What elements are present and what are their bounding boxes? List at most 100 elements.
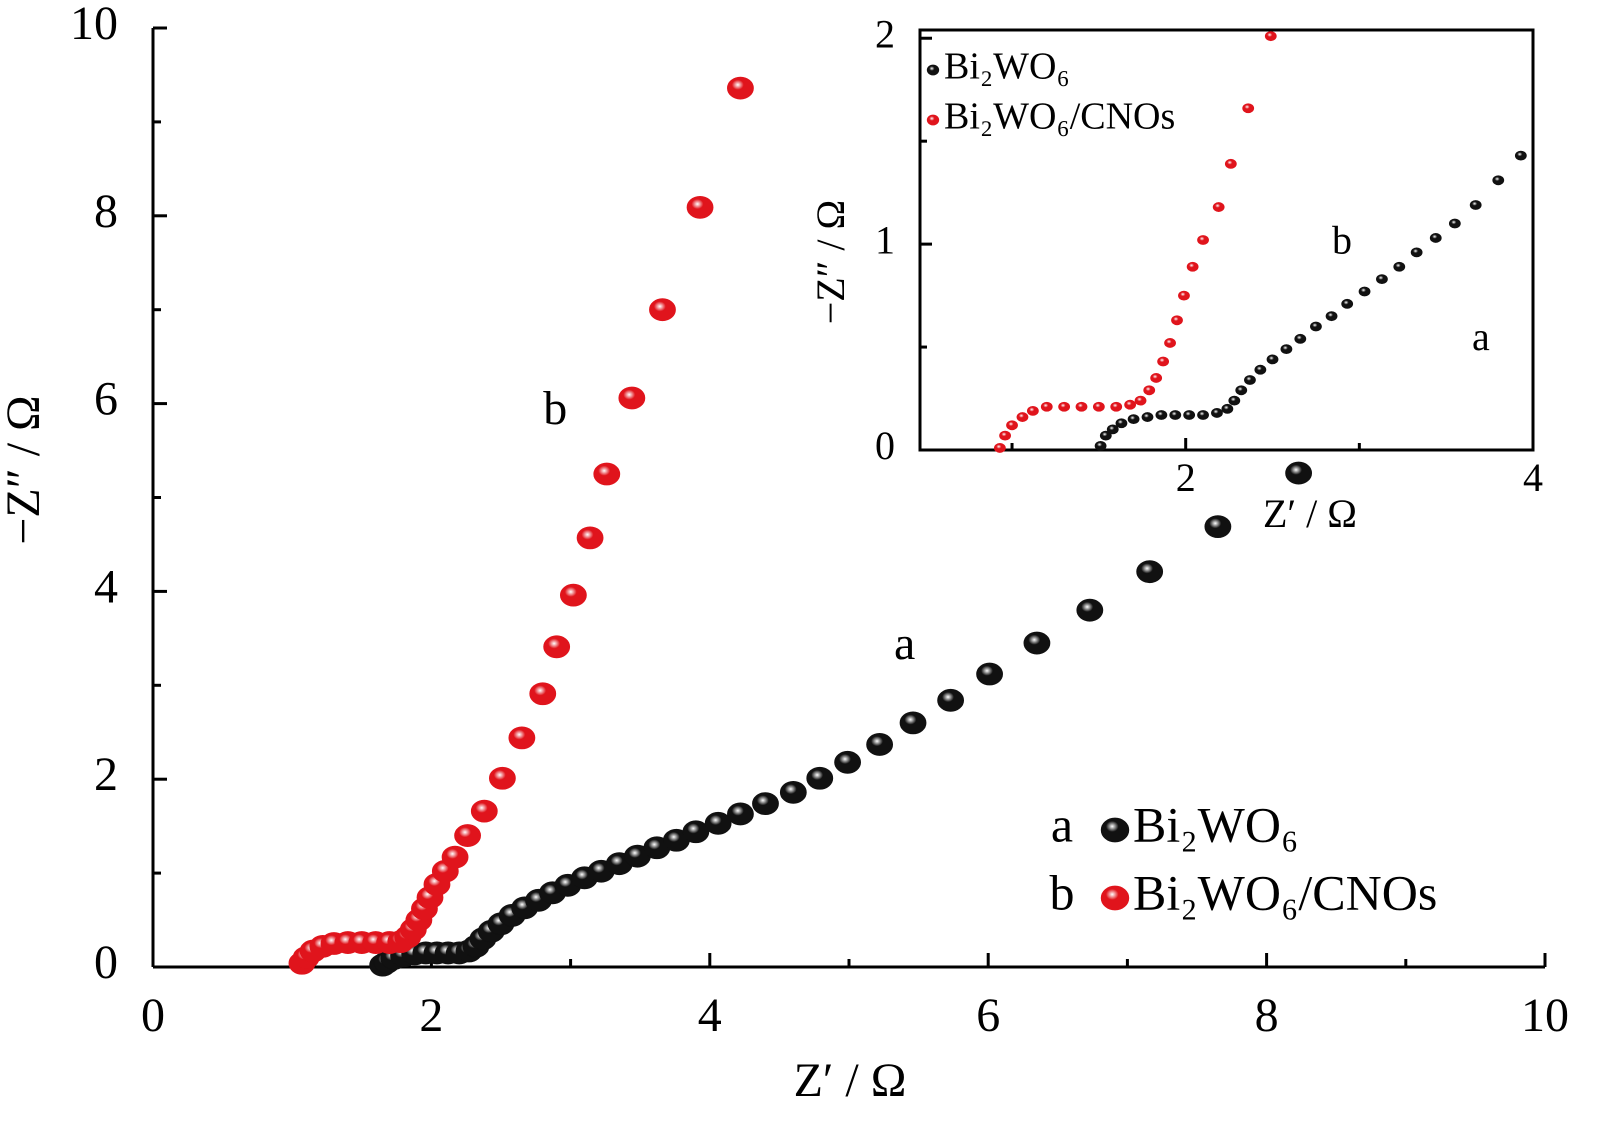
- data-point: [1115, 418, 1128, 429]
- data-point: [1094, 440, 1107, 451]
- data-point: [1197, 410, 1209, 420]
- data-point: [1410, 247, 1423, 258]
- data-point: [1058, 401, 1071, 412]
- x-tick-label: 8: [1255, 989, 1279, 1042]
- data-point: [1169, 410, 1182, 420]
- x-tick-label: 4: [1523, 455, 1543, 500]
- data-point: [1110, 401, 1123, 412]
- data-point: [1023, 631, 1051, 655]
- data-point: [1212, 202, 1225, 212]
- data-point: [488, 766, 516, 790]
- data-point: [1026, 405, 1039, 416]
- data-point: [976, 662, 1003, 686]
- data-point: [1341, 298, 1354, 309]
- data-point: [1285, 461, 1313, 485]
- annotation: b: [1332, 217, 1352, 262]
- x-tick-label: 10: [1521, 989, 1569, 1042]
- y-tick-label: 1: [875, 217, 895, 262]
- y-tick-label: 4: [94, 560, 118, 613]
- data-point: [1099, 430, 1112, 441]
- x-tick-label: 6: [976, 989, 1000, 1042]
- y-axis-title: −Z″ / Ω: [808, 200, 853, 325]
- data-point: [752, 792, 779, 816]
- data-point: [937, 688, 965, 712]
- data-point: [1280, 344, 1293, 355]
- data-point: [866, 733, 894, 756]
- legend-prefix: a: [1051, 796, 1073, 852]
- legend-label: Bi₂WO₆/CNOs: [944, 96, 1175, 138]
- data-point: [1429, 233, 1442, 243]
- data-point: [576, 526, 604, 550]
- data-point: [441, 845, 469, 869]
- data-point: [1244, 375, 1256, 385]
- y-tick-label: 0: [875, 423, 895, 468]
- data-point: [543, 635, 571, 659]
- data-point: [1242, 103, 1255, 114]
- data-point: [1186, 261, 1199, 272]
- y-tick-label: 0: [94, 936, 118, 989]
- data-point: [1141, 412, 1154, 422]
- legend-marker: [926, 64, 940, 76]
- data-point: [686, 195, 714, 219]
- y-tick-label: 6: [94, 373, 118, 426]
- data-point: [899, 711, 927, 735]
- data-point: [529, 682, 557, 706]
- x-axis-title: Z′ / Ω: [794, 1054, 907, 1107]
- legend-marker: [1100, 885, 1130, 911]
- data-point: [508, 726, 536, 750]
- data-point: [1157, 356, 1170, 367]
- data-point: [1197, 235, 1209, 245]
- x-tick-label: 2: [1176, 455, 1196, 500]
- data-point: [1006, 420, 1018, 431]
- data-point: [1448, 218, 1461, 229]
- annotation: a: [1472, 314, 1490, 359]
- data-point: [704, 811, 732, 835]
- legend-marker: [1100, 817, 1130, 843]
- legend-marker: [926, 114, 940, 126]
- y-tick-label: 8: [94, 185, 118, 238]
- data-point: [1178, 290, 1190, 301]
- legend-label: Bi₂WO₆: [1133, 796, 1298, 852]
- y-axis-title: −Z″ / Ω: [0, 395, 50, 544]
- data-point: [682, 820, 710, 844]
- data-point: [1124, 399, 1137, 410]
- data-point: [649, 298, 676, 322]
- data-point: [1134, 395, 1147, 406]
- data-point: [1325, 311, 1338, 322]
- data-point: [1040, 401, 1053, 412]
- x-tick-label: 4: [698, 989, 722, 1042]
- x-axis-title: Z′ / Ω: [1263, 491, 1357, 536]
- data-point: [1106, 424, 1119, 435]
- data-point: [1127, 414, 1140, 425]
- data-point: [454, 824, 481, 847]
- data-point: [806, 766, 834, 790]
- data-point: [1183, 410, 1196, 420]
- data-point: [1150, 373, 1163, 383]
- data-point: [1076, 598, 1104, 622]
- data-point: [559, 583, 587, 607]
- data-point: [1264, 31, 1277, 42]
- data-point: [1171, 315, 1183, 326]
- data-point: [618, 386, 646, 410]
- data-point: [1393, 261, 1406, 272]
- legend-prefix: b: [1050, 864, 1075, 920]
- data-point: [834, 750, 862, 774]
- data-point: [1254, 364, 1267, 375]
- data-point: [1358, 286, 1371, 297]
- data-point: [1016, 412, 1029, 422]
- data-point: [1224, 158, 1237, 169]
- data-point: [779, 780, 807, 804]
- data-point: [593, 462, 621, 486]
- y-tick-label: 10: [70, 0, 118, 50]
- data-point: [1235, 385, 1248, 396]
- data-point: [470, 799, 498, 823]
- data-point: [1492, 175, 1505, 186]
- data-point: [1075, 401, 1088, 412]
- data-point: [1376, 274, 1388, 285]
- legend-label: Bi₂WO₆: [944, 46, 1070, 88]
- data-point: [1266, 354, 1279, 365]
- data-point: [727, 802, 754, 826]
- data-point: [999, 430, 1011, 441]
